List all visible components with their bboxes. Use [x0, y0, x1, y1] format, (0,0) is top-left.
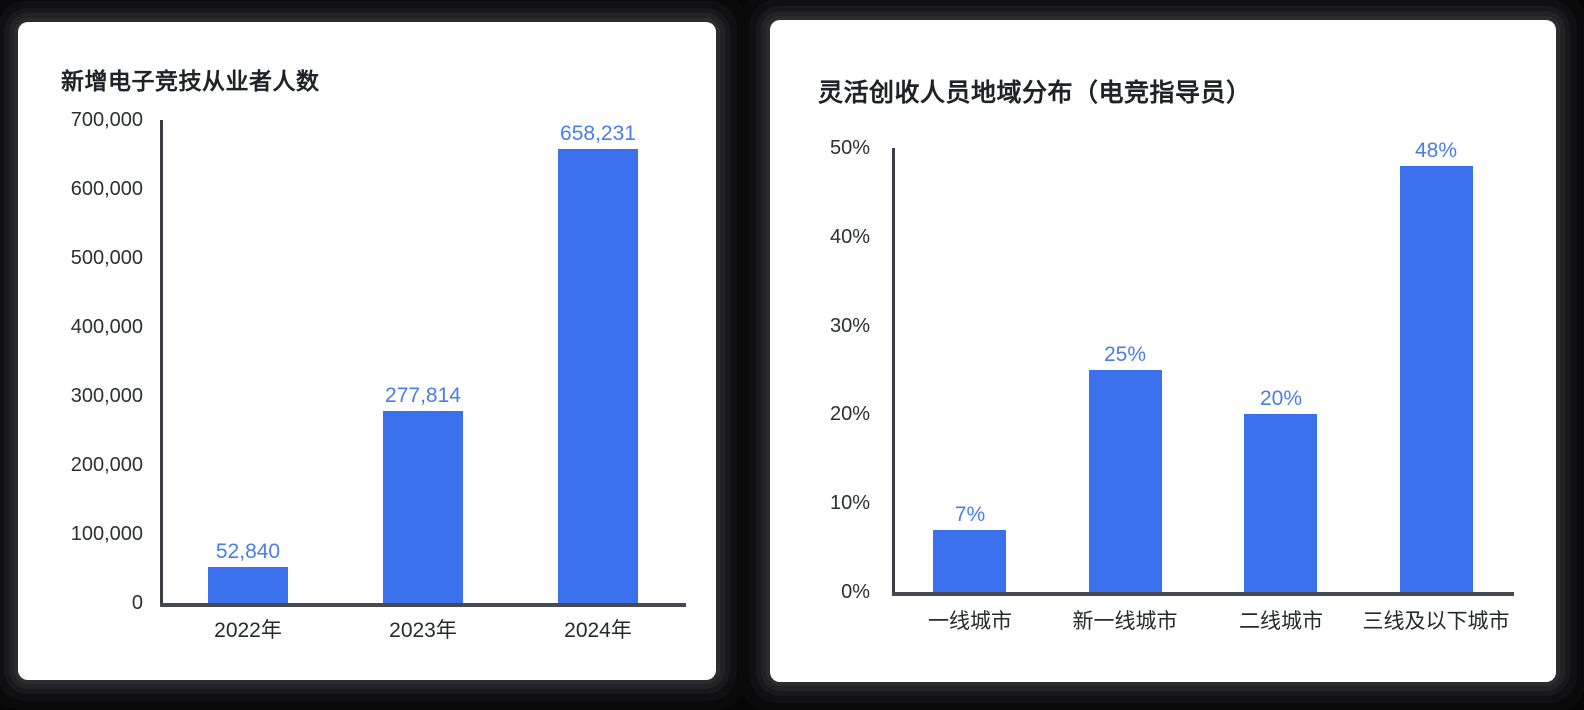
chart-title: 灵活创收人员地域分布（电竞指导员）	[818, 79, 1252, 107]
chart-card-regional-distribution: 灵活创收人员地域分布（电竞指导员） 50% 40% 30% 20% 10% 0% 7% 一线城…	[770, 20, 1556, 682]
bar-2	[558, 149, 638, 603]
value-label-0: 52,840	[215, 540, 281, 563]
value-label-1: 25%	[1103, 343, 1147, 366]
value-label-3: 48%	[1414, 139, 1458, 162]
y-tick-5: 200,000	[70, 454, 143, 476]
y-tick-1: 600,000	[70, 178, 143, 200]
x-label-0: 一线城市	[928, 610, 1012, 633]
bar-1	[1089, 370, 1162, 592]
value-label-2: 20%	[1259, 387, 1303, 410]
x-label-1: 2023年	[389, 619, 457, 642]
y-tick-2: 30%	[829, 314, 870, 337]
x-label-0: 2022年	[214, 619, 282, 642]
bar-chart-regional-distribution: 50% 40% 30% 20% 10% 0% 7% 一线城市 25% 新一线城市 20% 二线城市 48…	[770, 20, 1556, 682]
chart-card-new-esports-workers: 新增电子竞技从业者人数 700,000 600,000 500,000 400,000…	[18, 22, 716, 680]
y-axis-line	[892, 148, 895, 592]
y-tick-2: 500,000	[70, 247, 143, 269]
chart-title: 新增电子竞技从业者人数	[61, 68, 320, 94]
bar-chart-new-esports-workers: 700,000 600,000 500,000 400,000 300,000 200,0…	[18, 22, 716, 680]
y-tick-1: 40%	[829, 225, 870, 248]
bar-0	[933, 530, 1006, 592]
y-tick-0: 700,000	[70, 109, 143, 131]
y-tick-0: 50%	[829, 137, 870, 159]
y-tick-4: 300,000	[70, 385, 143, 407]
y-tick-6: 100,000	[70, 523, 143, 545]
x-label-1: 新一线城市	[1072, 610, 1178, 633]
y-tick-5: 0%	[841, 581, 870, 603]
bar-1	[383, 411, 463, 603]
y-tick-3: 400,000	[70, 316, 143, 338]
bar-0	[208, 567, 288, 603]
value-label-0: 7%	[954, 503, 986, 526]
y-tick-7: 0	[131, 592, 143, 614]
bar-3	[1400, 166, 1473, 592]
y-axis-line	[160, 120, 163, 603]
value-label-1: 277,814	[385, 384, 461, 407]
y-tick-3: 20%	[829, 403, 870, 426]
y-tick-4: 10%	[829, 492, 870, 515]
x-axis-line	[160, 603, 686, 607]
x-axis-line	[892, 592, 1514, 596]
value-label-2: 658,231	[560, 122, 636, 145]
x-label-2: 二线城市	[1239, 610, 1323, 633]
x-label-3: 三线及以下城市	[1362, 610, 1510, 633]
x-label-2: 2024年	[564, 619, 632, 642]
bar-2	[1244, 414, 1317, 592]
